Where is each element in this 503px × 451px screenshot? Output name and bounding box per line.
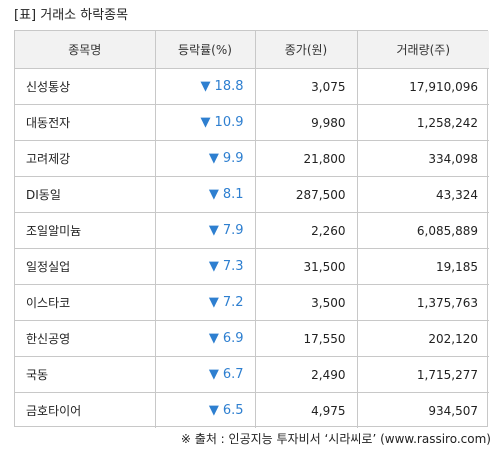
table-row: 고려제강 ▼ 9.9 21,800 334,098 bbox=[15, 140, 489, 177]
change-rate-value: 10.9 bbox=[214, 115, 244, 130]
down-triangle-icon: ▼ bbox=[200, 115, 211, 130]
change-rate-cell: ▼ 7.9 bbox=[154, 212, 256, 249]
stock-name: 고려제강 bbox=[15, 140, 156, 177]
closing-price: 3,075 bbox=[254, 68, 358, 105]
trading-volume: 17,910,096 bbox=[356, 68, 489, 105]
table-row: 조일알미늄 ▼ 7.9 2,260 6,085,889 bbox=[15, 212, 489, 249]
stock-name: 국동 bbox=[15, 356, 156, 393]
down-triangle-icon: ▼ bbox=[208, 295, 219, 310]
change-rate-value: 18.8 bbox=[214, 79, 244, 94]
table-header-row: 종목명 등락률(%) 종가(원) 거래량(주) bbox=[15, 31, 489, 69]
stock-name: 금호타이어 bbox=[15, 392, 156, 428]
change-rate-cell: ▼ 6.9 bbox=[154, 320, 256, 357]
change-rate-cell: ▼ 18.8 bbox=[154, 68, 256, 105]
table-title: [표] 거래소 하락종목 bbox=[14, 8, 129, 23]
trading-volume: 934,507 bbox=[356, 392, 489, 428]
declining-stocks-table: 종목명 등락률(%) 종가(원) 거래량(주) 신성통상 ▼ 18.8 3,075 17… bbox=[15, 31, 489, 428]
table-row: 이스타코 ▼ 7.2 3,500 1,375,763 bbox=[15, 284, 489, 321]
change-rate-value: 7.3 bbox=[222, 259, 244, 274]
down-triangle-icon: ▼ bbox=[208, 331, 219, 346]
table-row: 대동전자 ▼ 10.9 9,980 1,258,242 bbox=[15, 104, 489, 141]
table-row: 한신공영 ▼ 6.9 17,550 202,120 bbox=[15, 320, 489, 357]
trading-volume: 19,185 bbox=[356, 248, 489, 285]
trading-volume: 334,098 bbox=[356, 140, 489, 177]
source-note: ※ 출처 : 인공지능 투자비서 ‘시라씨로’ (www.rassiro.com… bbox=[180, 432, 491, 446]
stock-name: DI동일 bbox=[15, 176, 156, 213]
trading-volume: 202,120 bbox=[356, 320, 489, 357]
header-volume: 거래량(주) bbox=[356, 31, 489, 69]
closing-price: 9,980 bbox=[254, 104, 358, 141]
change-rate-value: 7.2 bbox=[222, 295, 244, 310]
closing-price: 31,500 bbox=[254, 248, 358, 285]
table-row: 일정실업 ▼ 7.3 31,500 19,185 bbox=[15, 248, 489, 285]
down-triangle-icon: ▼ bbox=[200, 79, 211, 94]
table-row: DI동일 ▼ 8.1 287,500 43,324 bbox=[15, 176, 489, 213]
closing-price: 287,500 bbox=[254, 176, 358, 213]
change-rate-value: 9.9 bbox=[222, 151, 244, 166]
closing-price: 21,800 bbox=[254, 140, 358, 177]
closing-price: 17,550 bbox=[254, 320, 358, 357]
change-rate-cell: ▼ 10.9 bbox=[154, 104, 256, 141]
header-name: 종목명 bbox=[15, 31, 156, 69]
change-rate-cell: ▼ 6.5 bbox=[154, 392, 256, 428]
change-rate-value: 6.7 bbox=[222, 367, 244, 382]
stock-name: 한신공영 bbox=[15, 320, 156, 357]
trading-volume: 1,715,277 bbox=[356, 356, 489, 393]
trading-volume: 6,085,889 bbox=[356, 212, 489, 249]
change-rate-value: 6.5 bbox=[222, 403, 244, 418]
change-rate-cell: ▼ 8.1 bbox=[154, 176, 256, 213]
stock-name: 일정실업 bbox=[15, 248, 156, 285]
table-row: 신성통상 ▼ 18.8 3,075 17,910,096 bbox=[15, 68, 489, 105]
trading-volume: 43,324 bbox=[356, 176, 489, 213]
down-triangle-icon: ▼ bbox=[208, 403, 219, 418]
header-price: 종가(원) bbox=[254, 31, 358, 69]
down-triangle-icon: ▼ bbox=[208, 151, 219, 166]
stock-table-container: 종목명 등락률(%) 종가(원) 거래량(주) 신성통상 ▼ 18.8 3,075 17… bbox=[14, 30, 489, 428]
change-rate-cell: ▼ 6.7 bbox=[154, 356, 256, 393]
closing-price: 4,975 bbox=[254, 392, 358, 428]
stock-name: 조일알미늄 bbox=[15, 212, 156, 249]
change-rate-cell: ▼ 9.9 bbox=[154, 140, 256, 177]
table-body: 신성통상 ▼ 18.8 3,075 17,910,096 대동전자 ▼ 10.9 9,980 1,… bbox=[15, 68, 489, 428]
table-row: 금호타이어 ▼ 6.5 4,975 934,507 bbox=[15, 392, 489, 428]
stock-name: 대동전자 bbox=[15, 104, 156, 141]
down-triangle-icon: ▼ bbox=[208, 187, 219, 202]
header-rate: 등락률(%) bbox=[154, 31, 256, 69]
stock-name: 이스타코 bbox=[15, 284, 156, 321]
change-rate-cell: ▼ 7.3 bbox=[154, 248, 256, 285]
trading-volume: 1,258,242 bbox=[356, 104, 489, 141]
change-rate-value: 6.9 bbox=[222, 331, 244, 346]
trading-volume: 1,375,763 bbox=[356, 284, 489, 321]
down-triangle-icon: ▼ bbox=[208, 223, 219, 238]
closing-price: 3,500 bbox=[254, 284, 358, 321]
change-rate-value: 7.9 bbox=[222, 223, 244, 238]
down-triangle-icon: ▼ bbox=[208, 259, 219, 274]
change-rate-cell: ▼ 7.2 bbox=[154, 284, 256, 321]
closing-price: 2,260 bbox=[254, 212, 358, 249]
stock-name: 신성통상 bbox=[15, 68, 156, 105]
table-row: 국동 ▼ 6.7 2,490 1,715,277 bbox=[15, 356, 489, 393]
change-rate-value: 8.1 bbox=[222, 187, 244, 202]
closing-price: 2,490 bbox=[254, 356, 358, 393]
down-triangle-icon: ▼ bbox=[208, 367, 219, 382]
